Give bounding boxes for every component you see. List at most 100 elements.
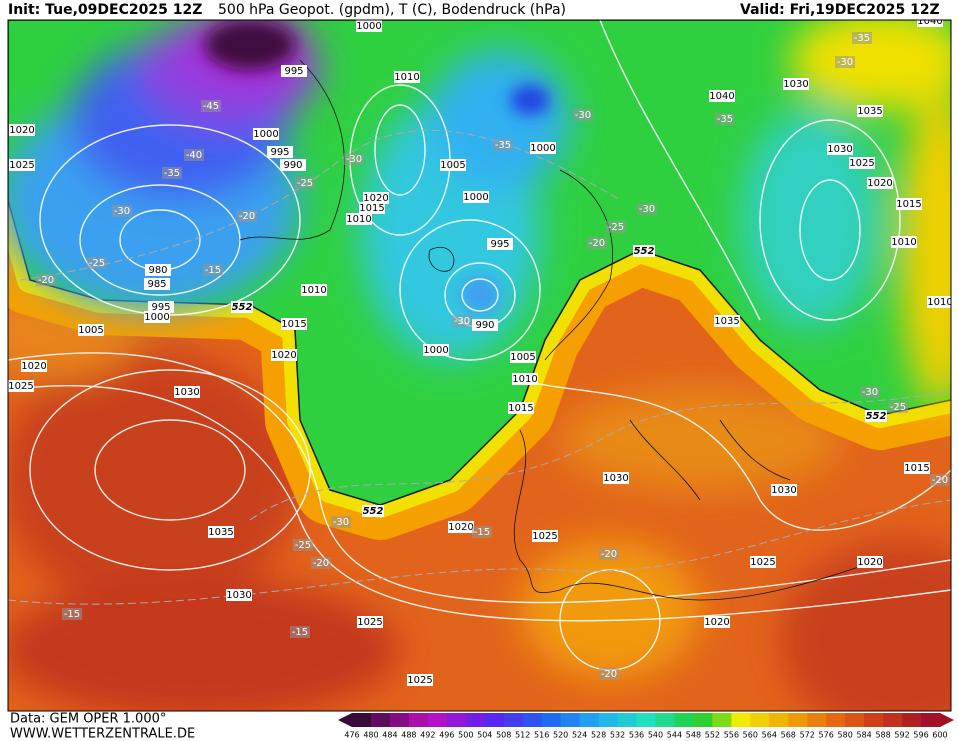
- temperature-label: -30: [333, 517, 349, 528]
- temperature-label-box: [62, 608, 82, 620]
- pressure-label-box: [827, 143, 853, 155]
- temperature-label-box: [852, 32, 872, 44]
- pressure-label-box: [407, 674, 433, 686]
- pressure-label: 990: [475, 320, 494, 331]
- temperature-label-box: [331, 516, 351, 528]
- pressure-label: 1025: [8, 381, 33, 392]
- pressure-label: 1015: [904, 463, 929, 474]
- pressure-label: 1000: [463, 192, 488, 203]
- pressure-label-box: [867, 177, 893, 189]
- scale-label: 568: [781, 731, 796, 740]
- temperature-label-box: [162, 167, 182, 179]
- pressure-label-box: [896, 198, 922, 210]
- temperature-label: -30: [862, 387, 878, 398]
- pressure-label-box: [891, 236, 917, 248]
- pressure-label: 1000: [530, 143, 555, 154]
- pressure-label: 1025: [357, 617, 382, 628]
- geopotential-label-box: [865, 410, 887, 422]
- temperature-label: -30: [575, 110, 591, 121]
- pressure-label: 1040: [917, 16, 942, 27]
- pressure-label-box: [783, 78, 809, 90]
- cold-fields: [8, 20, 951, 410]
- pressure-label-box: [603, 472, 629, 484]
- pressure-label-box: [750, 556, 776, 568]
- isotherms: [8, 129, 951, 605]
- scale-label: 528: [591, 731, 606, 740]
- scale-swatch: [370, 713, 391, 727]
- pressure-label: 1020: [271, 350, 296, 361]
- temperature-label: -25: [89, 258, 105, 269]
- pressure-label: 1025: [9, 160, 34, 171]
- pressure-label-box: [771, 484, 797, 496]
- temperature-label-box: [599, 548, 619, 560]
- pressure-label-box: [9, 124, 35, 136]
- temperature-label: -20: [313, 558, 329, 569]
- pressure-label-box: [904, 462, 930, 474]
- scale-swatch: [731, 713, 751, 727]
- pressure-label-box: [356, 20, 382, 32]
- pressure-label: 1025: [407, 675, 432, 686]
- pressure-label-box: [226, 589, 252, 601]
- temperature-label-box: [573, 109, 593, 121]
- pressure-label-box: [148, 301, 174, 313]
- pressure-label: 990: [283, 160, 302, 171]
- temperature-label: -45: [203, 101, 219, 112]
- pressure-label-box: [271, 349, 297, 361]
- pressure-label: 1015: [359, 203, 384, 214]
- temperature-label-box: [290, 626, 310, 638]
- pressure-label-box: [145, 264, 171, 276]
- scale-swatch: [807, 713, 827, 727]
- pressure-label-box: [487, 238, 513, 250]
- pressure-label-box: [448, 521, 474, 533]
- pressure-label-box: [472, 319, 498, 331]
- scale-label: 524: [572, 731, 587, 740]
- pressure-label: 980: [148, 265, 167, 276]
- scale-swatch: [389, 713, 410, 727]
- scale-label: 588: [875, 731, 890, 740]
- pressure-label: 1020: [448, 522, 473, 533]
- pressure-label-box: [512, 373, 538, 385]
- temperature-label: -25: [890, 402, 906, 413]
- pressure-label-box: [363, 192, 389, 204]
- temperature-label-box: [599, 668, 619, 680]
- pressure-label: 1020: [867, 178, 892, 189]
- temperature-label: -15: [64, 609, 80, 620]
- scale-label: 516: [534, 731, 549, 740]
- scale-swatch: [503, 713, 524, 727]
- temperature-label: -30: [454, 316, 470, 327]
- temperature-label: -20: [589, 238, 605, 249]
- scale-swatch: [617, 713, 638, 727]
- pressure-label-box: [857, 105, 883, 117]
- scale-label: 564: [762, 731, 777, 740]
- temperature-label: -35: [495, 140, 511, 151]
- scale-label: 532: [610, 731, 625, 740]
- pressure-label: 1000: [356, 21, 381, 32]
- pressure-label: 1005: [440, 160, 465, 171]
- pressure-label: 1010: [394, 72, 419, 83]
- temperature-label: -35: [164, 168, 180, 179]
- scale-swatch: [712, 713, 732, 727]
- pressure-label-box: [281, 318, 307, 330]
- temperature-label: -25: [297, 178, 313, 189]
- scale-label: 544: [667, 731, 682, 740]
- pressure-label-box: [357, 616, 383, 628]
- geopotential-label: 552: [866, 411, 887, 422]
- scale-swatch: [674, 713, 694, 727]
- scale-label: 488: [401, 731, 416, 740]
- temperature-label-box: [860, 386, 880, 398]
- geopotential-label: 552: [634, 246, 655, 257]
- pressure-label: 1020: [21, 361, 46, 372]
- pressure-label: 1005: [510, 352, 535, 363]
- temperature-label: -15: [292, 627, 308, 638]
- temperature-label: -35: [854, 33, 870, 44]
- geopotential-label-box: [231, 301, 253, 313]
- pressure-label: 1010: [927, 297, 952, 308]
- pressure-label: 995: [151, 302, 170, 313]
- pressure-label-box: [346, 213, 372, 225]
- temperature-label-box: [87, 257, 107, 269]
- scale-label: 540: [648, 731, 663, 740]
- pressure-label: 1035: [208, 527, 233, 538]
